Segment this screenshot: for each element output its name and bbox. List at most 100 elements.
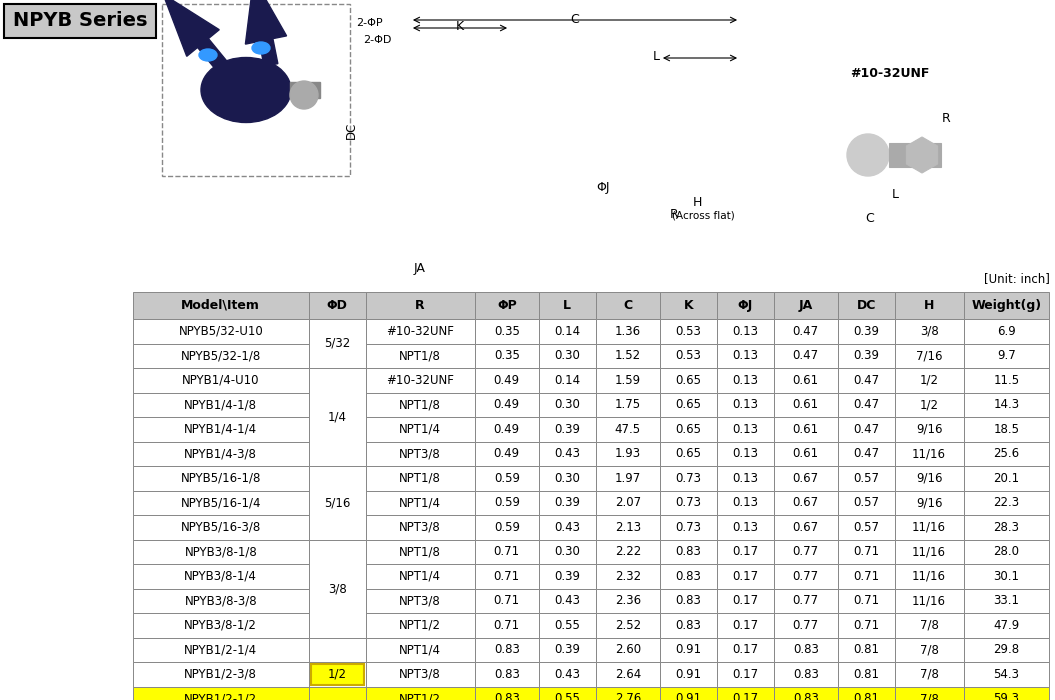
Bar: [133, 292, 309, 319]
Text: K: K: [684, 299, 693, 312]
Text: NPT3/8: NPT3/8: [399, 521, 441, 533]
Bar: [838, 662, 895, 687]
Bar: [895, 442, 963, 466]
Bar: [596, 344, 659, 368]
Bar: [963, 319, 1049, 344]
Bar: [659, 393, 716, 417]
Text: 0.65: 0.65: [675, 398, 702, 412]
Text: L: L: [891, 188, 899, 202]
Bar: [366, 662, 475, 687]
Bar: [773, 564, 838, 589]
Text: 0.14: 0.14: [554, 374, 580, 386]
Bar: [366, 564, 475, 589]
Text: 0.83: 0.83: [792, 643, 819, 657]
Bar: [133, 442, 309, 466]
Bar: [716, 491, 773, 515]
Text: K: K: [456, 20, 464, 33]
FancyArrow shape: [164, 0, 227, 69]
Bar: [133, 564, 309, 589]
Bar: [475, 638, 539, 662]
Text: 0.30: 0.30: [554, 545, 580, 559]
Text: 0.30: 0.30: [554, 472, 580, 484]
Text: 9/16: 9/16: [916, 472, 942, 484]
Text: 28.3: 28.3: [994, 521, 1019, 533]
Text: 0.30: 0.30: [554, 398, 580, 412]
Text: 20.1: 20.1: [993, 472, 1019, 484]
Bar: [539, 662, 596, 687]
Bar: [366, 393, 475, 417]
Text: 0.39: 0.39: [554, 423, 580, 435]
Text: 11/16: 11/16: [913, 545, 946, 559]
Bar: [475, 662, 539, 687]
Bar: [475, 368, 539, 393]
Bar: [596, 687, 659, 700]
Text: 0.13: 0.13: [732, 423, 759, 435]
Text: [Unit: inch]: [Unit: inch]: [984, 272, 1050, 285]
Bar: [963, 417, 1049, 442]
Ellipse shape: [290, 81, 318, 109]
Bar: [475, 564, 539, 589]
Bar: [716, 662, 773, 687]
Text: 0.73: 0.73: [675, 521, 702, 533]
Text: 0.83: 0.83: [792, 668, 819, 680]
Bar: [309, 368, 366, 466]
Bar: [838, 292, 895, 319]
Bar: [475, 292, 539, 319]
Text: 0.53: 0.53: [675, 349, 702, 363]
Text: 47.9: 47.9: [993, 619, 1019, 631]
Text: 0.39: 0.39: [853, 349, 879, 363]
Bar: [475, 613, 539, 638]
Text: 0.13: 0.13: [732, 521, 759, 533]
Bar: [773, 344, 838, 368]
Bar: [539, 393, 596, 417]
Text: Weight(g): Weight(g): [972, 299, 1041, 312]
Bar: [309, 466, 366, 540]
Bar: [596, 393, 659, 417]
Text: 0.39: 0.39: [554, 643, 580, 657]
Text: 0.83: 0.83: [675, 545, 702, 559]
Bar: [838, 368, 895, 393]
Text: 0.47: 0.47: [853, 374, 879, 386]
Bar: [539, 491, 596, 515]
Bar: [596, 564, 659, 589]
Text: ΦJ: ΦJ: [737, 299, 753, 312]
Text: 0.77: 0.77: [792, 545, 819, 559]
Bar: [539, 442, 596, 466]
Bar: [133, 368, 309, 393]
Bar: [133, 466, 309, 491]
Text: 0.43: 0.43: [554, 594, 580, 607]
Bar: [133, 417, 309, 442]
Bar: [539, 417, 596, 442]
Text: R: R: [416, 299, 425, 312]
Text: JA: JA: [799, 299, 813, 312]
Text: 0.39: 0.39: [853, 325, 879, 338]
Text: NPT1/8: NPT1/8: [399, 472, 441, 484]
Bar: [895, 491, 963, 515]
Text: 0.13: 0.13: [732, 447, 759, 461]
Text: C: C: [571, 13, 579, 26]
Bar: [366, 417, 475, 442]
Text: 14.3: 14.3: [993, 398, 1019, 412]
Text: NPYB5/32-1/8: NPYB5/32-1/8: [180, 349, 261, 363]
Bar: [895, 515, 963, 540]
Text: 0.13: 0.13: [732, 496, 759, 510]
Bar: [133, 319, 309, 344]
Bar: [838, 540, 895, 564]
Text: 0.73: 0.73: [675, 496, 702, 510]
Bar: [838, 613, 895, 638]
Bar: [773, 662, 838, 687]
Bar: [309, 319, 366, 368]
Text: C: C: [624, 299, 632, 312]
Text: 0.17: 0.17: [732, 668, 759, 680]
Bar: [659, 319, 716, 344]
Bar: [716, 613, 773, 638]
Ellipse shape: [252, 42, 270, 54]
Bar: [659, 589, 716, 613]
Text: NPT1/4: NPT1/4: [399, 496, 441, 510]
Bar: [838, 466, 895, 491]
Bar: [838, 442, 895, 466]
Text: 0.83: 0.83: [494, 643, 520, 657]
Bar: [659, 368, 716, 393]
Bar: [773, 613, 838, 638]
Text: 0.17: 0.17: [732, 545, 759, 559]
